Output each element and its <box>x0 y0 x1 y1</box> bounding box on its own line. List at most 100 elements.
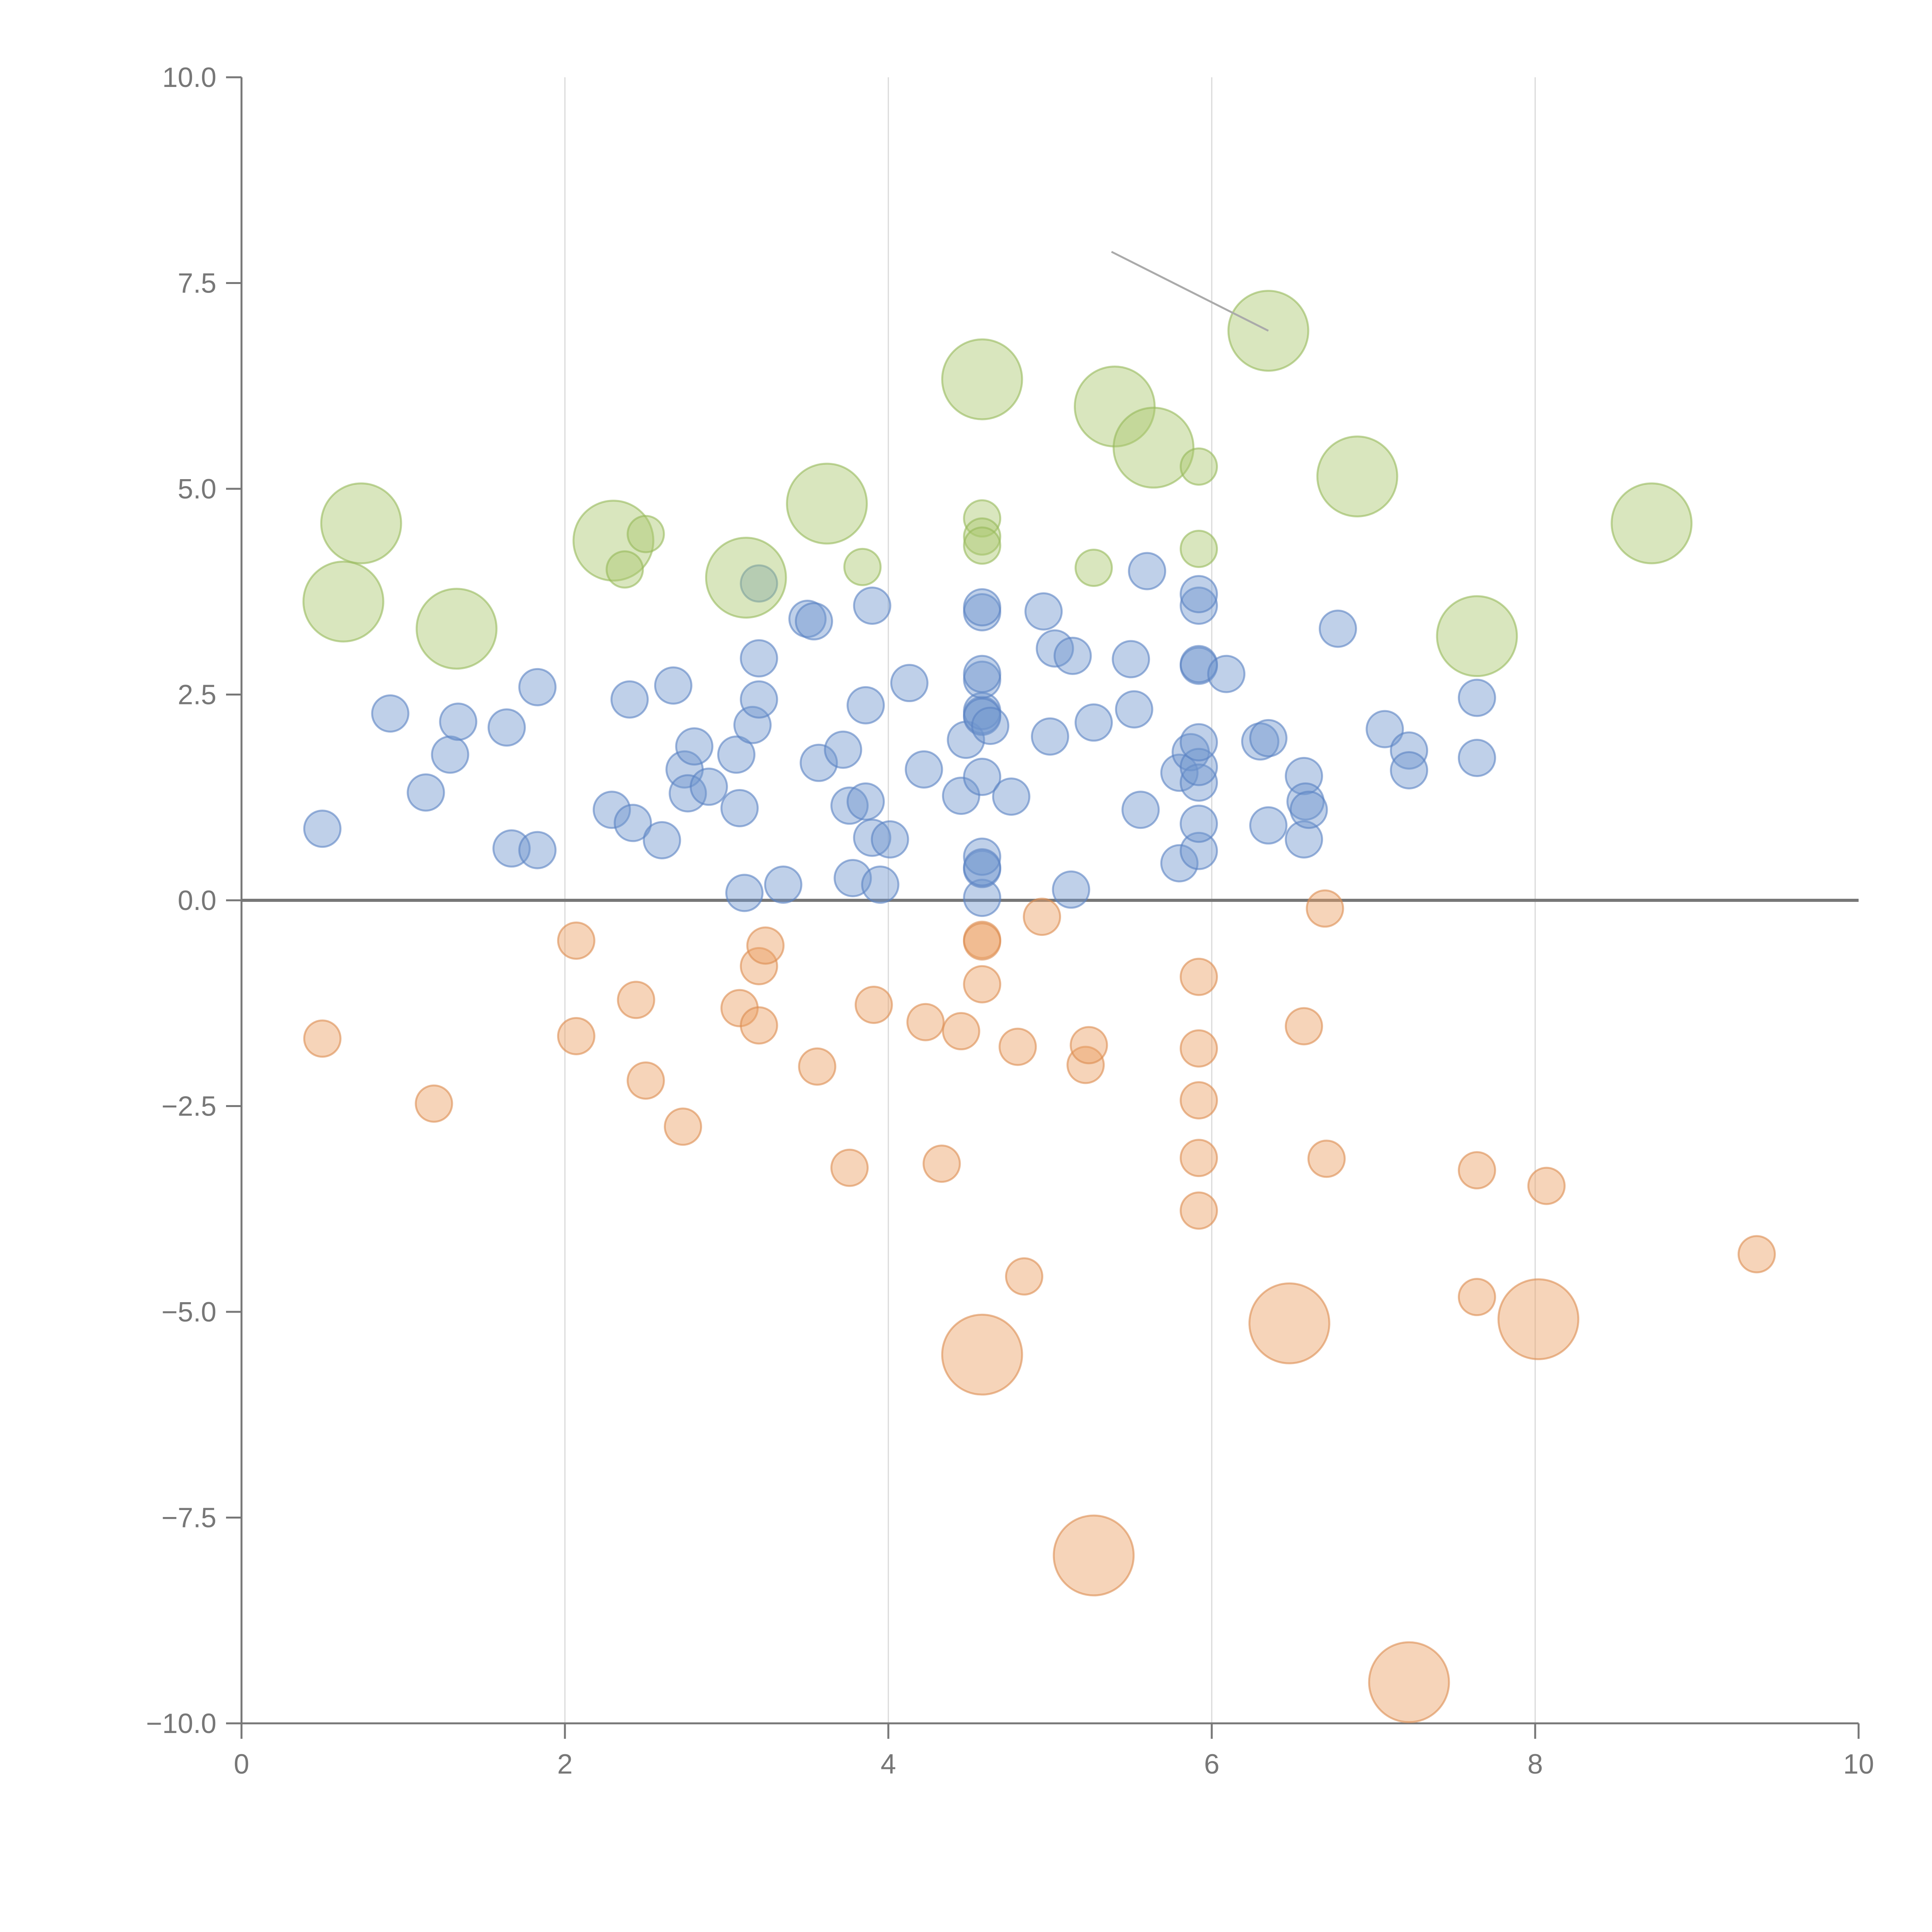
highlight-data-point <box>605 550 644 589</box>
positive-data-point <box>740 639 778 678</box>
positive-data-point <box>1053 636 1092 675</box>
positive-data-point <box>1249 806 1287 845</box>
y-tick-label: −5.0 <box>162 1297 216 1328</box>
positive-data-point <box>431 735 469 774</box>
positive-data-point <box>1180 804 1218 843</box>
positive-data-point <box>1052 870 1090 909</box>
positive-data-point <box>963 758 1002 796</box>
positive-data-point <box>487 708 526 747</box>
positive-data-point <box>905 750 943 789</box>
negative-data-point <box>942 1012 980 1051</box>
highlight-data-point <box>786 463 868 545</box>
negative-data-point <box>557 1017 595 1055</box>
negative-data-point <box>1248 1282 1330 1364</box>
positive-data-point <box>963 848 1002 887</box>
positive-data-point <box>1285 820 1323 859</box>
highlight-data-point <box>415 588 498 670</box>
positive-data-point <box>1318 609 1357 648</box>
positive-data-point <box>1024 592 1063 631</box>
positive-data-point <box>846 686 885 724</box>
highlight-data-point <box>1316 435 1398 517</box>
positive-data-point <box>740 564 778 603</box>
highlight-data-point <box>843 548 882 586</box>
positive-data-point <box>963 879 1002 917</box>
y-tick-label: 10.0 <box>162 62 216 93</box>
y-tick-label: 5.0 <box>178 474 216 505</box>
negative-data-point <box>1066 1046 1105 1084</box>
negative-data-point <box>415 1084 453 1123</box>
positive-data-point <box>824 730 862 769</box>
positive-data-point <box>890 664 929 702</box>
positive-data-point <box>1180 586 1218 625</box>
positive-data-point <box>643 821 681 860</box>
positive-data-point <box>1458 739 1496 777</box>
negative-data-point <box>617 981 655 1019</box>
x-tick-label: 6 <box>1204 1749 1219 1780</box>
negative-data-point <box>830 1148 869 1187</box>
positive-data-point <box>992 777 1031 816</box>
positive-data-point <box>942 776 980 815</box>
negative-data-point <box>740 1006 778 1045</box>
positive-data-point <box>764 866 803 904</box>
positive-data-point <box>518 668 557 706</box>
y-tick-label: 2.5 <box>178 680 216 711</box>
positive-data-point <box>610 680 649 719</box>
positive-data-point <box>799 743 838 782</box>
negative-data-point <box>1306 889 1344 928</box>
positive-data-point <box>794 602 833 641</box>
y-tick-label: −2.5 <box>162 1091 216 1122</box>
positive-data-point <box>675 727 714 766</box>
highlight-data-point <box>1180 529 1218 568</box>
negative-data-point <box>1458 1278 1496 1316</box>
x-tick-label: 8 <box>1527 1749 1543 1780</box>
negative-data-point <box>1005 1257 1044 1296</box>
negative-data-point <box>1023 898 1061 936</box>
negative-data-point <box>1180 1191 1218 1230</box>
annotations <box>1111 251 1269 332</box>
positive-data-point <box>439 702 478 741</box>
negative-data-point <box>941 1313 1023 1396</box>
x-tick-label: 4 <box>881 1749 896 1780</box>
negative-data-point <box>1070 1026 1108 1065</box>
positive-data-point <box>788 600 827 638</box>
positive-data-point <box>830 786 869 825</box>
negative-data-point <box>557 921 595 960</box>
negative-data-point <box>963 965 1002 1003</box>
negative-data-point <box>998 1027 1037 1066</box>
positive-data-point <box>717 735 756 774</box>
highlight-data-point <box>963 517 1002 556</box>
negative-data-point <box>1527 1167 1566 1205</box>
positive-data-point <box>861 866 900 904</box>
highlight-data-point <box>705 537 787 619</box>
data-points <box>302 290 1776 1723</box>
negative-data-point <box>1180 957 1218 996</box>
negative-data-point <box>1368 1641 1450 1723</box>
positive-data-point <box>668 774 707 813</box>
positive-data-point <box>720 789 759 827</box>
negative-data-point <box>746 926 785 965</box>
negative-data-point <box>963 922 1002 961</box>
x-tick-label: 10 <box>1843 1749 1874 1780</box>
positive-data-point <box>1458 679 1496 717</box>
negative-data-point <box>1458 1151 1496 1190</box>
negative-data-point <box>740 947 778 985</box>
positive-data-point <box>303 810 342 848</box>
y-tick-label: 7.5 <box>178 268 216 299</box>
negative-data-point <box>1737 1235 1776 1274</box>
negative-data-point <box>664 1107 702 1146</box>
positive-data-point <box>1390 751 1429 789</box>
positive-data-point <box>592 791 631 829</box>
positive-data-point <box>733 706 772 744</box>
positive-data-point <box>1115 690 1153 729</box>
x-tick-label: 0 <box>234 1749 249 1780</box>
highlight-data-point <box>941 338 1023 420</box>
positive-data-point <box>963 837 1002 876</box>
positive-data-point <box>689 767 728 806</box>
highlight-data-point <box>1180 447 1218 486</box>
positive-data-point <box>963 588 1002 627</box>
positive-data-point <box>1207 655 1246 693</box>
positive-data-point <box>871 820 909 859</box>
negative-data-point <box>1285 1007 1323 1046</box>
highlight-data-point <box>963 526 1002 565</box>
